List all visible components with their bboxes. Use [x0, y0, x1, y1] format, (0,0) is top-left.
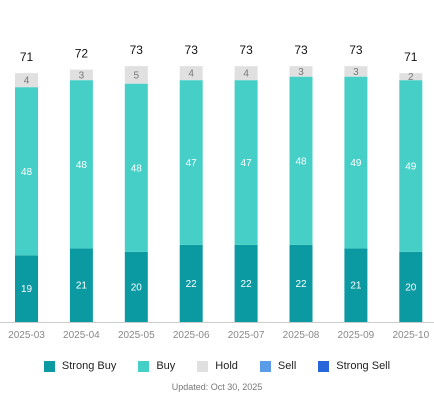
bar-total-label: 71 [404, 50, 418, 64]
bar-group-2025-08: 22 48 3 73 [289, 43, 313, 322]
data-label: 2 [408, 72, 414, 83]
bar-segment-buy [399, 80, 423, 252]
bar-total-label: 73 [185, 43, 199, 57]
bar-total-label: 73 [294, 43, 308, 57]
legend-label: Strong Sell [336, 360, 391, 372]
x-tick-label: 2025-06 [173, 330, 210, 341]
legend-item-strong-sell[interactable]: Strong Sell [318, 360, 390, 372]
legend-item-sell[interactable]: Sell [259, 360, 297, 372]
bar-segment-buy [344, 76, 368, 249]
bar-group-2025-06: 22 47 4 73 [179, 43, 203, 322]
bar-segment-hold [179, 66, 203, 81]
bar-group-2025-03: 19 48 4 71 [15, 50, 38, 322]
legend-swatch [197, 360, 209, 372]
legend-item-strong-buy[interactable]: Strong Buy [43, 360, 117, 372]
data-label: 48 [76, 160, 88, 171]
data-label: 3 [353, 67, 359, 78]
data-label: 3 [298, 67, 304, 78]
bar-segment-hold [124, 66, 148, 84]
chart-legend: Strong Buy Buy Hold Sell Strong Sell [0, 357, 434, 375]
bar-group-2025-04: 21 48 3 72 [69, 47, 93, 322]
bar-segment-hold [289, 66, 313, 77]
data-label: 48 [131, 163, 143, 174]
data-label: 22 [186, 279, 198, 290]
legend-label: Sell [277, 360, 297, 372]
data-label: 5 [134, 70, 140, 81]
bar-total-label: 73 [349, 43, 363, 57]
x-tick-label: 2025-07 [228, 330, 265, 341]
x-tick-label: 2025-10 [392, 330, 429, 341]
data-label: 21 [76, 281, 88, 292]
legend-swatch [43, 360, 55, 372]
bar-segment-buy [179, 80, 203, 245]
x-tick-label: 2025-03 [8, 330, 45, 341]
data-label: 20 [405, 282, 417, 293]
data-label: 3 [79, 70, 85, 81]
bar-group-2025-05: 20 48 5 73 [124, 43, 148, 322]
bar-segment-buy [289, 76, 313, 245]
updated-timestamp: Updated: Oct 30, 2025 [171, 382, 263, 392]
bar-segment-strong-buy [15, 255, 38, 322]
bar-segment-strong-buy [234, 244, 258, 322]
bar-segment-buy [69, 80, 93, 249]
bar-segment-hold [399, 73, 423, 81]
legend-swatch [138, 360, 150, 372]
data-label: 22 [295, 279, 307, 290]
bar-segment-strong-buy [69, 248, 93, 322]
bar-segment-hold [344, 66, 368, 77]
legend-swatch [259, 360, 271, 372]
bar-total-label: 73 [239, 43, 253, 57]
bar-segment-strong-buy [124, 251, 148, 322]
bar-segment-strong-buy [344, 248, 368, 322]
data-label: 48 [295, 156, 307, 167]
bar-segment-strong-buy [179, 244, 203, 322]
bar-segment-hold [234, 66, 258, 81]
legend-label: Buy [156, 360, 176, 372]
bar-group-2025-07: 22 47 4 73 [234, 43, 258, 322]
data-label: 22 [241, 279, 253, 290]
bar-segment-buy [234, 80, 258, 245]
bar-segment-strong-buy [399, 251, 423, 322]
bar-total-label: 71 [20, 50, 34, 64]
bar-group-2025-09: 21 49 3 73 [344, 43, 368, 322]
bar-group-2025-10: 20 49 2 71 [399, 50, 423, 322]
x-tick-label: 2025-08 [283, 330, 320, 341]
data-label: 4 [243, 69, 249, 80]
bar-segment-strong-buy [289, 244, 313, 322]
x-tick-label: 2025-04 [63, 330, 100, 341]
bar-segment-hold [69, 69, 93, 81]
legend-label: Hold [215, 360, 238, 372]
data-label: 4 [188, 69, 194, 80]
legend-label: Strong Buy [61, 360, 117, 372]
data-label: 49 [405, 162, 417, 173]
data-label: 19 [21, 284, 33, 295]
bar-total-label: 73 [130, 43, 144, 57]
x-tick-label: 2025-09 [338, 330, 375, 341]
bar-segment-hold [15, 73, 38, 88]
data-label: 49 [350, 158, 362, 169]
data-label: 47 [186, 158, 198, 169]
bar-segment-buy [15, 87, 38, 256]
legend-item-buy[interactable]: Buy [138, 360, 175, 372]
legend-item-hold[interactable]: Hold [197, 360, 238, 372]
data-label: 4 [24, 76, 30, 87]
bar-total-label: 72 [75, 47, 89, 61]
x-tick-label: 2025-05 [118, 330, 155, 341]
data-label: 20 [131, 282, 143, 293]
data-label: 48 [21, 167, 33, 178]
legend-swatch [318, 360, 330, 372]
data-label: 47 [241, 158, 253, 169]
bar-segment-buy [124, 83, 148, 252]
data-label: 21 [350, 281, 362, 292]
